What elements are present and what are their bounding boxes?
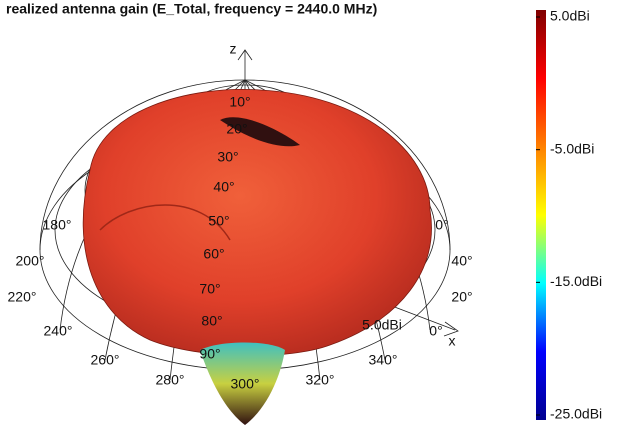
theta-label: 10° (229, 94, 250, 110)
pattern-surface (82, 89, 432, 425)
theta-label: 40° (213, 179, 234, 195)
axis-label: z (230, 41, 237, 57)
phi-label: 40° (451, 253, 472, 269)
colorbar (536, 10, 546, 420)
radius-label: 5.0dBi (362, 317, 402, 333)
theta-label: 50° (208, 213, 229, 229)
theta-label: 80° (201, 313, 222, 329)
phi-label: 320° (306, 372, 335, 388)
theta-label: 30° (217, 149, 238, 165)
phi-label: 340° (369, 352, 398, 368)
colorbar-tick-label: 5.0dBi (550, 8, 590, 24)
colorbar-tick-label: -5.0dBi (550, 140, 594, 156)
axis-label: x (449, 333, 456, 349)
theta-label: 20° (226, 121, 247, 137)
theta-label: 90° (199, 346, 220, 362)
colorbar-tick-label: -25.0dBi (550, 406, 602, 422)
phi-label: 0° (429, 323, 442, 339)
phi-label: 260° (91, 352, 120, 368)
colorbar-tick-label: -15.0dBi (550, 273, 602, 289)
theta-label: 70° (199, 281, 220, 297)
phi-label: 200° (16, 253, 45, 269)
phi-label: 280° (156, 372, 185, 388)
phi-label: 20° (451, 289, 472, 305)
phi-label: 220° (8, 289, 37, 305)
chart-title: realized antenna gain (E_Total, frequenc… (6, 1, 377, 17)
phi-label: 0° (435, 217, 448, 233)
phi-label: 180° (43, 217, 72, 233)
phi-label: 240° (44, 323, 73, 339)
phi-label: 300° (231, 376, 260, 392)
theta-label: 60° (203, 246, 224, 262)
